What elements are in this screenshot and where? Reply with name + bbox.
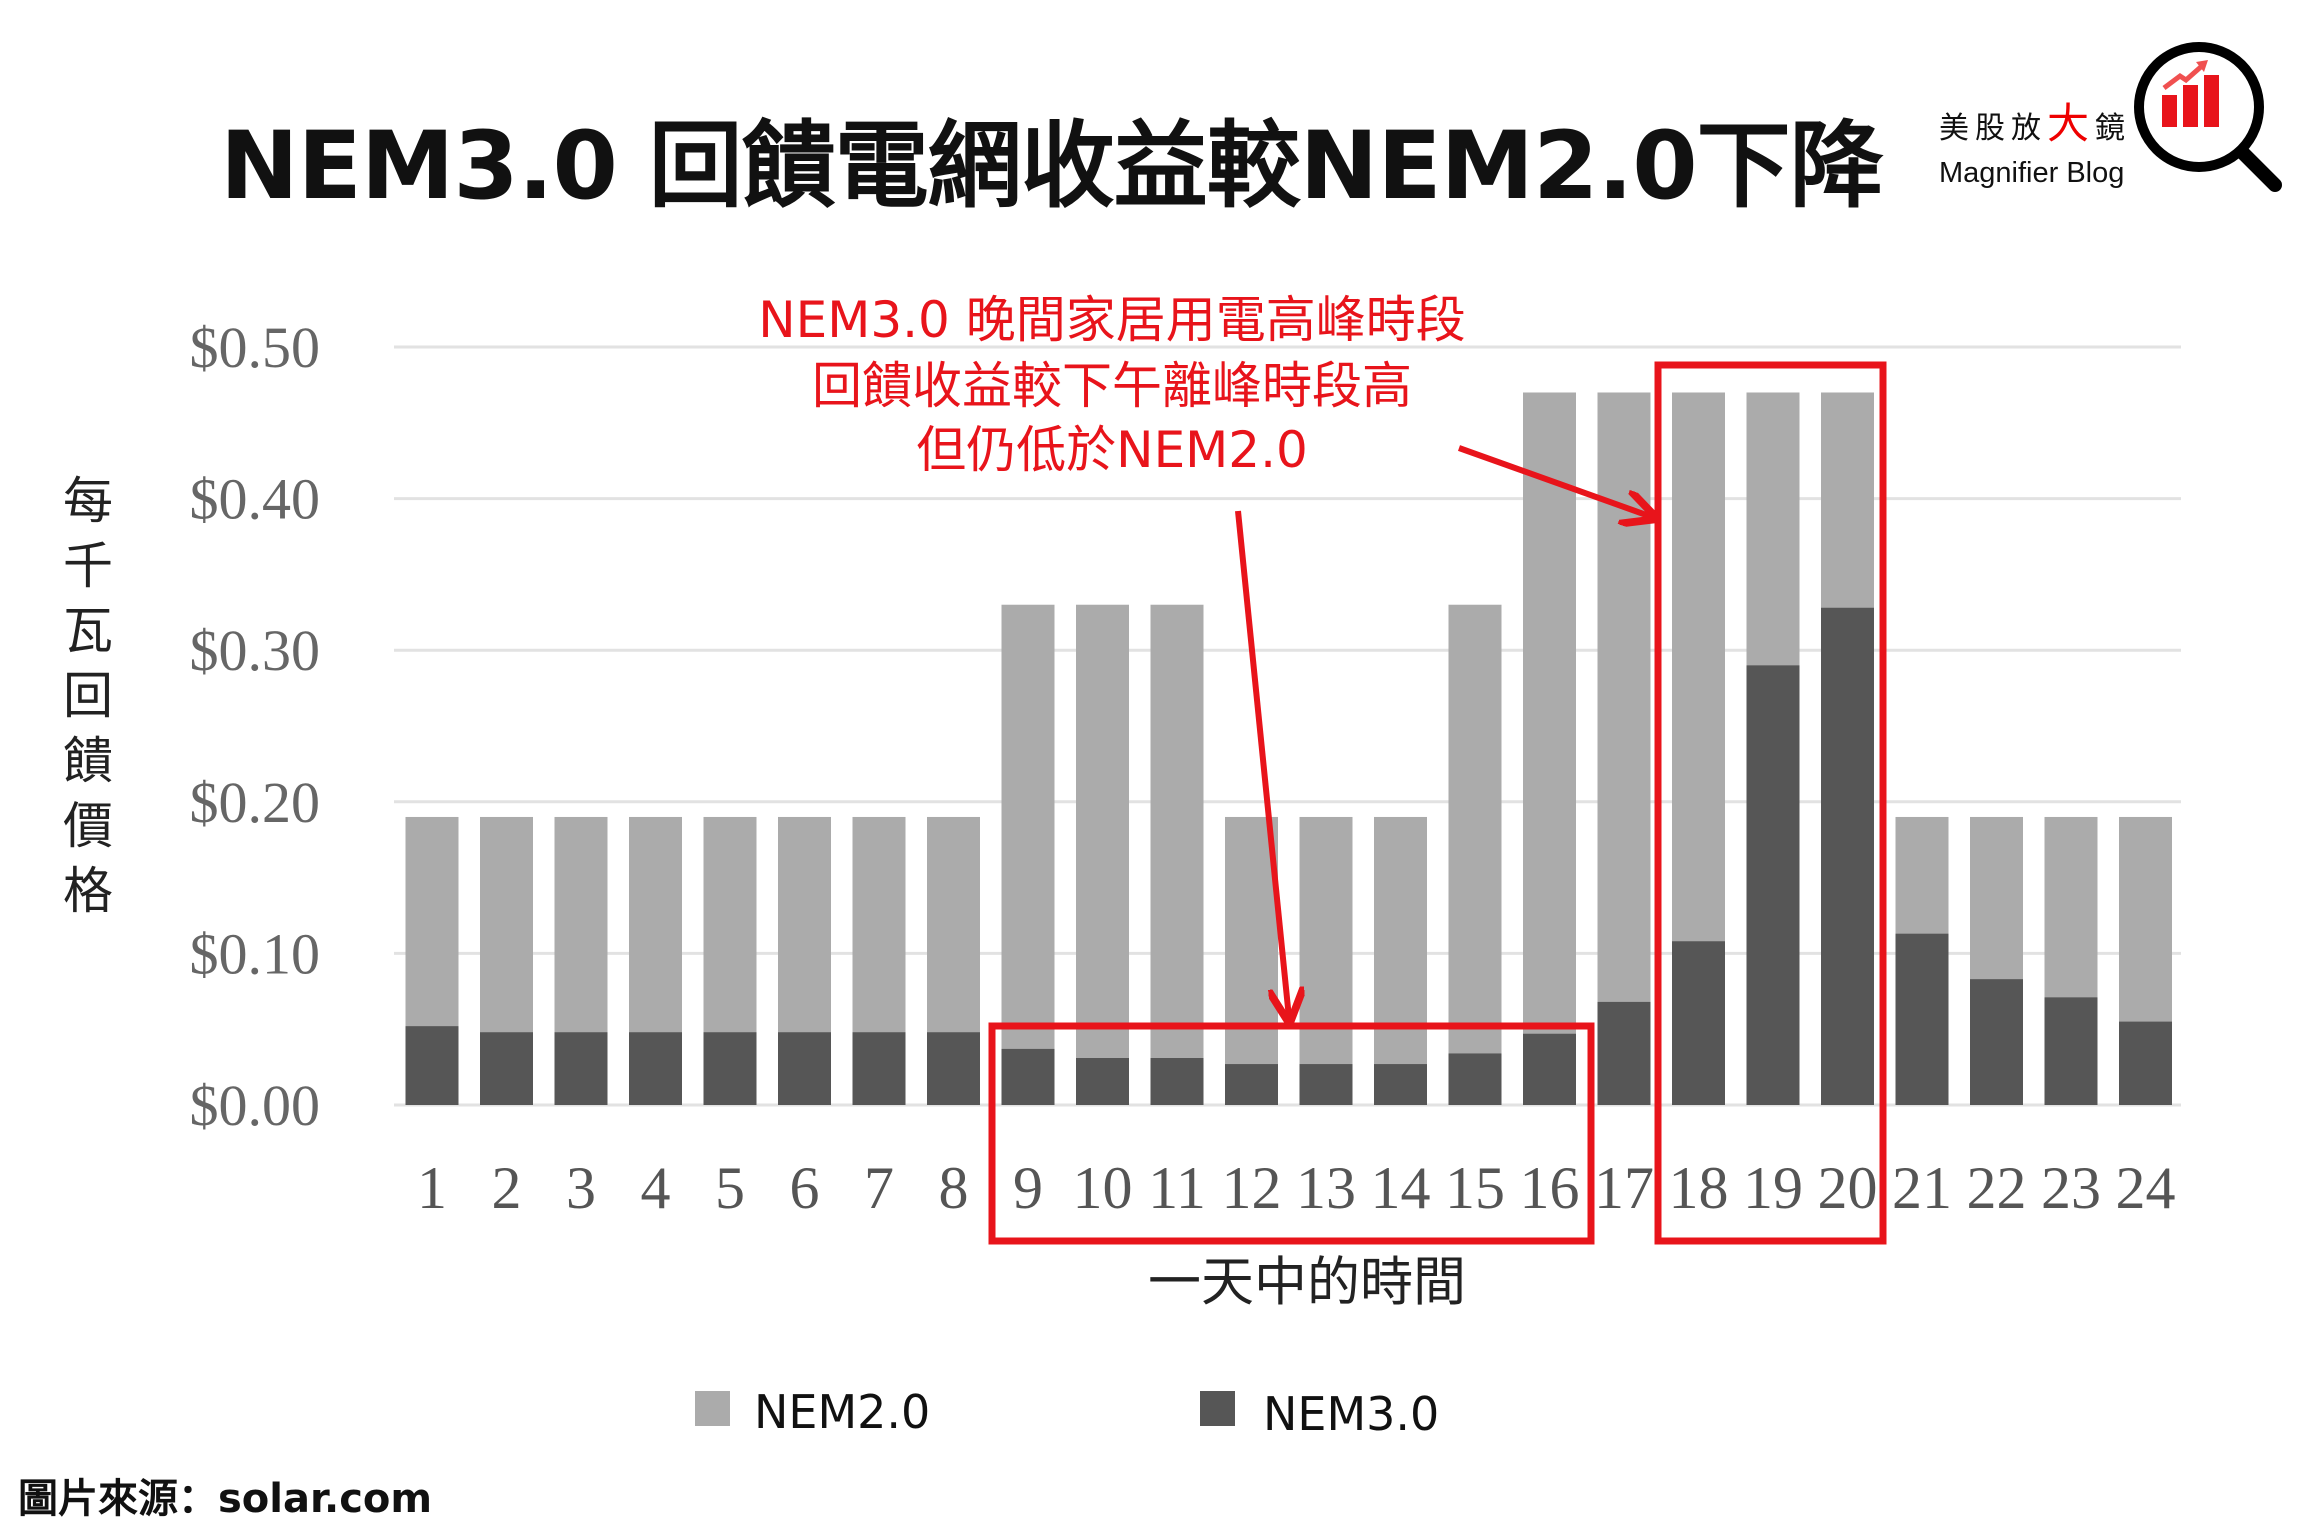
y-tick-label: $0.50 (190, 315, 321, 380)
bar-nem30-hour-14 (1374, 1064, 1427, 1105)
bar-nem30-hour-6 (778, 1032, 831, 1105)
bar-nem30-hour-2 (480, 1032, 533, 1105)
y-tick-label: $0.00 (190, 1073, 321, 1138)
bar-nem30-hour-24 (2119, 1021, 2172, 1105)
y-tick-label: $0.30 (190, 618, 321, 683)
x-tick-label: 4 (641, 1155, 671, 1221)
annotation-line-3: 但仍低於NEM2.0 (916, 421, 1308, 479)
bar-nem30-hour-21 (1895, 933, 1949, 1105)
arrow-to-offpeak-icon (1235, 510, 1289, 1018)
y-tick-label: $0.40 (190, 467, 321, 532)
bar-nem30-hour-3 (554, 1032, 608, 1105)
x-tick-label: 13 (1296, 1155, 1356, 1221)
y-axis-title-char: 瓦 (63, 602, 113, 660)
legend: NEM2.0 NEM3.0 (695, 1385, 1439, 1441)
bar-nem20-hour-13 (1299, 816, 1353, 1105)
bar-nem20-hour-15 (1448, 604, 1502, 1105)
bar-nem20-hour-12 (1225, 816, 1278, 1105)
y-tick-label: $0.10 (190, 921, 321, 986)
x-tick-label: 16 (1520, 1155, 1580, 1221)
logo-english: Magnifier Blog (1939, 157, 2125, 189)
bar-nem30-hour-12 (1225, 1064, 1278, 1105)
y-axis-title-char: 每 (63, 472, 113, 530)
y-axis-title-char: 千 (63, 537, 113, 595)
highlight-box-offpeak (988, 1022, 1595, 1245)
y-tick-labels: $0.00 $0.10 $0.20 $0.30 $0.40 $0.50 (190, 315, 321, 1138)
x-tick-label: 24 (2116, 1155, 2176, 1221)
bar-nem30-hour-18 (1672, 941, 1725, 1105)
bar-nem30-hour-5 (703, 1032, 757, 1105)
bar-nem20-hour-14 (1374, 816, 1427, 1105)
legend-label-nem3: NEM3.0 (1263, 1387, 1439, 1441)
bars (405, 392, 2172, 1106)
x-tick-label: 19 (1743, 1155, 1803, 1221)
magnifier-logo-icon (2134, 42, 2282, 192)
logo-cn-suffix: 鏡 (2095, 111, 2132, 146)
y-tick-label: $0.20 (190, 770, 321, 835)
x-tick-label: 3 (566, 1155, 596, 1221)
x-tick-label: 22 (1967, 1155, 2027, 1221)
y-axis-title-char: 饋 (63, 732, 113, 790)
x-tick-label: 1 (417, 1155, 447, 1221)
y-axis-title-char: 回 (63, 667, 113, 725)
x-axis-title: 一天中的時間 (1148, 1252, 1466, 1313)
legend-swatch-nem3 (1200, 1391, 1235, 1426)
bar-nem30-hour-23 (2044, 997, 2098, 1105)
bar-nem30-hour-19 (1746, 665, 1800, 1105)
x-tick-label: 10 (1073, 1155, 1133, 1221)
x-tick-label: 14 (1371, 1155, 1431, 1221)
x-tick-label: 15 (1445, 1155, 1505, 1221)
y-axis-title-char: 價 (63, 797, 113, 855)
annotation-line-1: NEM3.0 晚間家居用電高峰時段 (758, 291, 1466, 349)
bar-nem20-hour-16 (1523, 392, 1576, 1106)
bar-nem30-hour-8 (927, 1032, 980, 1105)
bar-nem30-hour-11 (1150, 1058, 1204, 1105)
annotation-line-2: 回饋收益較下午離峰時段高 (812, 357, 1412, 415)
bar-nem30-hour-16 (1523, 1033, 1576, 1105)
x-tick-label: 2 (492, 1155, 522, 1221)
bar-nem30-hour-20 (1821, 607, 1874, 1105)
bar-nem30-hour-13 (1299, 1064, 1353, 1105)
arrow-to-peak-icon (1457, 445, 1652, 517)
logo-cn-big: 大 (2047, 99, 2096, 148)
bar-nem30-hour-1 (405, 1026, 459, 1105)
bar-nem30-hour-9 (1001, 1048, 1055, 1105)
image-source: 圖片來源：solar.com (18, 1476, 433, 1522)
legend-swatch-nem2 (695, 1391, 730, 1426)
x-tick-label: 6 (790, 1155, 820, 1221)
bar-nem30-hour-4 (629, 1032, 682, 1105)
y-axis-title-char: 格 (63, 862, 113, 920)
x-tick-label: 11 (1148, 1155, 1206, 1221)
bar-nem30-hour-7 (852, 1032, 906, 1105)
logo-cn-prefix: 美股放 (1939, 111, 2047, 146)
x-tick-label: 8 (939, 1155, 969, 1221)
x-tick-label: 18 (1669, 1155, 1729, 1221)
highlight-box-peak (1654, 361, 1887, 1245)
page-title: NEM3.0 回饋電網收益較NEM2.0下降 (220, 112, 1884, 221)
highlight-boxes (988, 361, 1887, 1245)
x-tick-label: 5 (715, 1155, 745, 1221)
bar-nem30-hour-15 (1448, 1053, 1502, 1105)
x-tick-label: 7 (864, 1155, 894, 1221)
x-tick-label: 9 (1013, 1155, 1043, 1221)
bar-nem30-hour-22 (1970, 979, 2023, 1105)
bar-nem30-hour-10 (1076, 1058, 1129, 1105)
x-tick-label: 23 (2041, 1155, 2101, 1221)
x-tick-label: 21 (1892, 1155, 1952, 1221)
annotation-text: NEM3.0 晚間家居用電高峰時段 回饋收益較下午離峰時段高 但仍低於NEM2.… (758, 291, 1466, 479)
x-tick-label: 17 (1594, 1155, 1654, 1221)
bar-nem30-hour-17 (1597, 1001, 1651, 1105)
bar-nem20-hour-10 (1076, 604, 1129, 1105)
bar-nem20-hour-9 (1001, 604, 1055, 1105)
x-tick-label: 12 (1222, 1155, 1282, 1221)
logo-chinese: 美股放大鏡 (1939, 100, 2131, 148)
legend-label-nem2: NEM2.0 (754, 1385, 930, 1439)
bar-nem20-hour-11 (1150, 604, 1204, 1105)
x-tick-label: 20 (1818, 1155, 1878, 1221)
x-tick-labels: 1 2 3 4 5 6 7 8 9 10 11 12 13 14 15 16 17 18 19 20 21 22 23 24 (417, 1155, 2176, 1221)
